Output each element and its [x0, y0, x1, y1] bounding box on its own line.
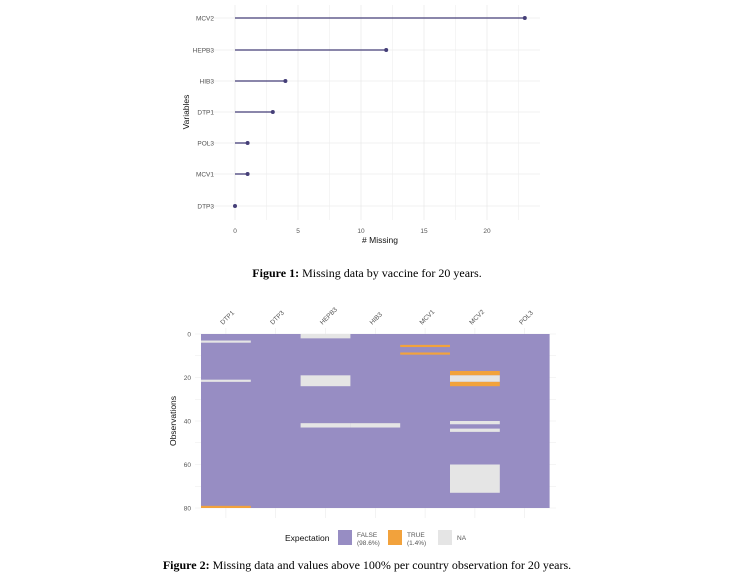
legend-label: FALSE — [357, 532, 378, 539]
heatmap-cell-na — [201, 379, 251, 382]
y-tick-label: POL3 — [197, 141, 214, 148]
caption-label: Figure 2: — [162, 558, 210, 572]
caption-label: Figure 1: — [252, 266, 300, 280]
y-tick-label: 0 — [187, 332, 191, 339]
lollipop-point — [283, 79, 288, 83]
column-label: MCV1 — [419, 308, 437, 326]
lollipop-point — [245, 172, 250, 176]
legend-title: Expectation — [285, 533, 330, 543]
y-axis-label: Variables — [181, 95, 191, 130]
caption-text: Missing data and values above 100% per c… — [209, 558, 572, 572]
x-tick-label: 5 — [296, 228, 300, 235]
y-tick-label: DTP1 — [197, 110, 214, 117]
heatmap-cell-true — [400, 352, 450, 355]
figure-2-chart: DTP1 DTP3 HEPB3 HIB3 MCV1 MCV2 POL3 0 20 40 60 80 Ob… — [168, 306, 556, 547]
legend-label: NA — [457, 535, 467, 542]
heatmap-cell-na — [300, 375, 351, 387]
heatmap-cell-true — [450, 381, 500, 387]
heatmap-cell-na — [350, 423, 401, 428]
heatmap-cell-true — [201, 505, 251, 508]
x-tick-label: 20 — [483, 228, 491, 235]
x-tick-label: 0 — [233, 228, 237, 235]
lollipop-point — [384, 48, 389, 52]
heatmap-cell-na — [450, 428, 500, 432]
legend-swatch — [338, 530, 352, 545]
caption-text: Missing data by vaccine for 20 years. — [299, 266, 482, 280]
column-label: HEPB3 — [319, 306, 339, 326]
legend-percent: (98.6%) — [357, 540, 380, 547]
figure-1-chart: MCV2 HEPB3 HIB3 DTP1 POL3 MCV1 DTP3 0 5 10 15 20 # M… — [181, 5, 540, 245]
heatmap-cell-na — [450, 421, 500, 425]
lollipop-point — [245, 141, 250, 145]
x-axis-label: # Missing — [362, 235, 398, 245]
x-tick-label: 15 — [420, 228, 428, 235]
legend-swatch — [388, 530, 402, 545]
heatmap-cell-na — [201, 340, 251, 343]
y-tick-label: 80 — [184, 506, 192, 513]
lollipop-point — [233, 204, 237, 208]
column-label: DTP1 — [219, 309, 236, 326]
y-tick-label: 20 — [184, 375, 192, 382]
legend-percent: (1.4%) — [407, 540, 426, 547]
column-label: HIB3 — [369, 311, 384, 326]
legend-swatch — [438, 530, 452, 545]
figure-2-caption: Figure 2: Missing data and values above … — [0, 558, 734, 573]
column-label: MCV2 — [468, 308, 486, 326]
heatmap-cell-na — [450, 375, 500, 382]
y-tick-label: DTP3 — [197, 204, 214, 211]
lollipop-point — [522, 16, 527, 20]
legend-label: TRUE — [407, 532, 425, 539]
y-tick-label: MCV1 — [196, 172, 214, 179]
y-axis-label: Observations — [168, 396, 178, 446]
y-tick-label: HEPB3 — [193, 48, 215, 55]
heatmap-cell-na — [300, 423, 351, 428]
heatmap-cell-true — [400, 344, 450, 348]
heatmap-cell-na — [300, 334, 351, 339]
y-tick-label: 40 — [184, 419, 192, 426]
figure-1-caption: Figure 1: Missing data by vaccine for 20… — [0, 266, 734, 281]
heatmap-cell-true — [450, 370, 500, 376]
heatmap-cell-na — [450, 464, 500, 493]
y-tick-label: 60 — [184, 462, 192, 469]
column-label: DTP3 — [269, 309, 286, 326]
lollipop-point — [270, 110, 275, 114]
y-tick-label: MCV2 — [196, 16, 214, 23]
x-tick-label: 10 — [357, 228, 365, 235]
y-tick-label: HIB3 — [200, 79, 215, 86]
column-label: POL3 — [518, 309, 535, 326]
